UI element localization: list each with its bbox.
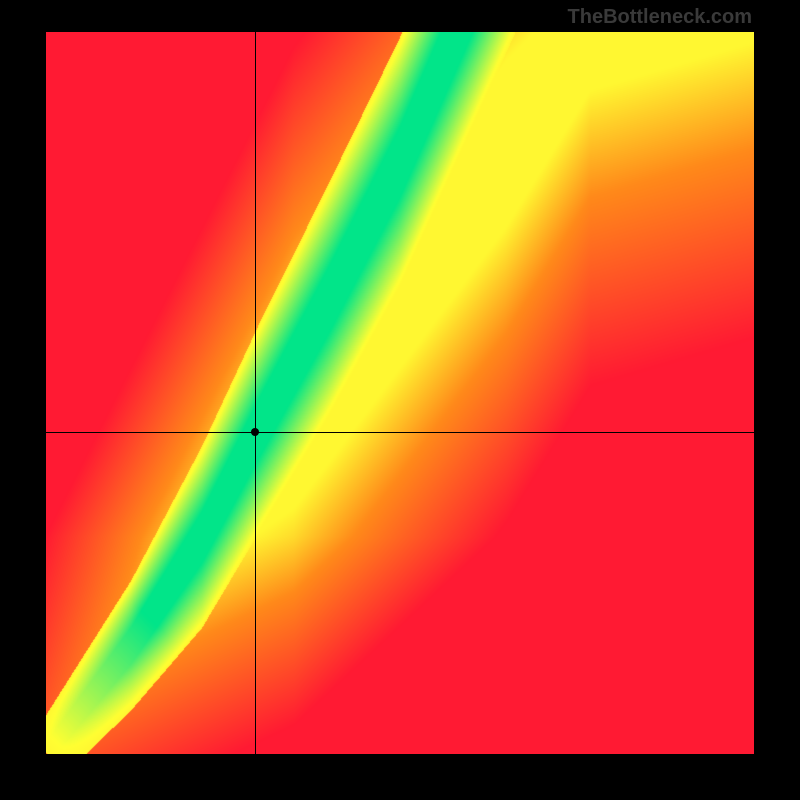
selection-marker <box>251 428 259 436</box>
heatmap-canvas <box>46 32 754 754</box>
heatmap-plot <box>46 32 754 754</box>
crosshair-horizontal <box>46 432 754 433</box>
crosshair-vertical <box>255 32 256 754</box>
watermark-text: TheBottleneck.com <box>568 6 752 29</box>
